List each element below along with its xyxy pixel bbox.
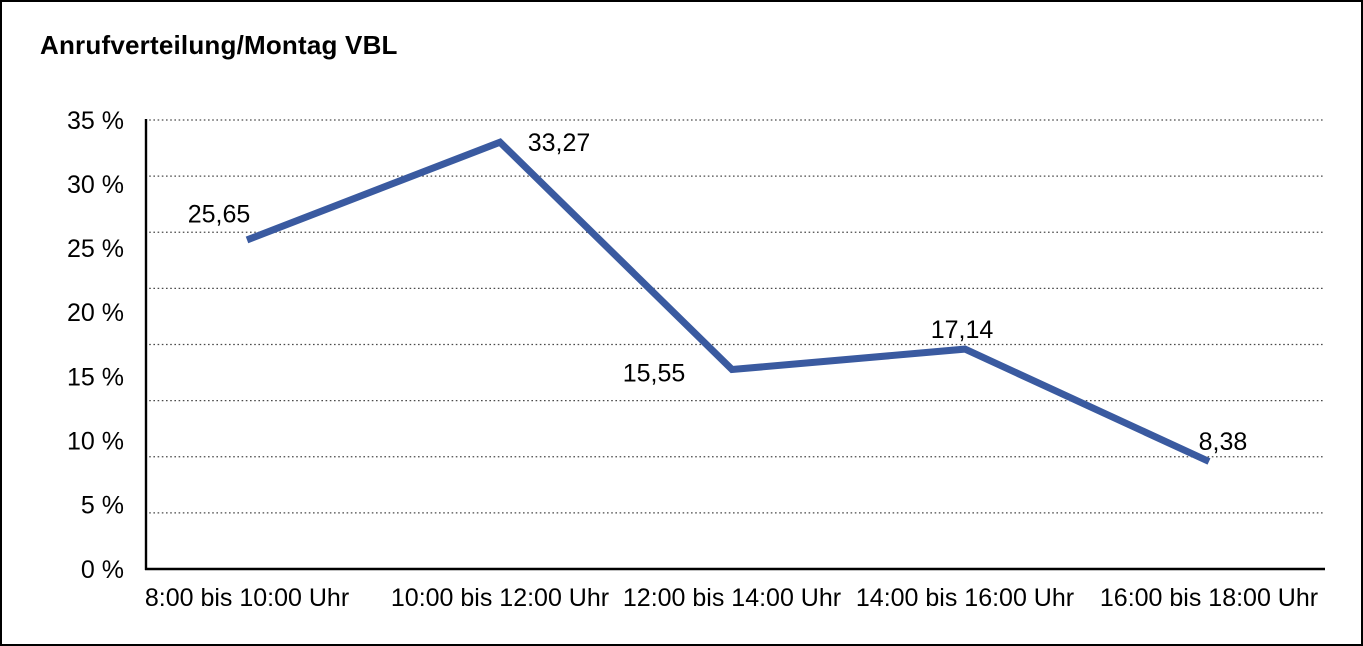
- y-tick-label: 20 %: [67, 299, 124, 327]
- y-tick-label: 30 %: [67, 171, 124, 199]
- y-tick-label: 10 %: [67, 427, 124, 455]
- y-tick-label: 5 %: [81, 492, 124, 520]
- data-point-label: 33,27: [528, 129, 591, 157]
- chart-title: Anrufverteilung/Montag VBL: [40, 30, 398, 60]
- data-line: [245, 138, 1211, 465]
- data-point-label: 8,38: [1199, 428, 1248, 456]
- y-tick-label: 15 %: [67, 363, 124, 391]
- x-category-label: 12:00 bis 14:00 Uhr: [623, 584, 841, 612]
- x-category-label: 16:00 bis 18:00 Uhr: [1100, 584, 1318, 612]
- y-tick-label: 35 %: [67, 107, 124, 135]
- y-tick-label: 25 %: [67, 235, 124, 263]
- y-tick-label: 0 %: [81, 556, 124, 584]
- x-category-label: 14:00 bis 16:00 Uhr: [856, 584, 1074, 612]
- data-point-label: 25,65: [188, 201, 251, 229]
- x-category-label: 10:00 bis 12:00 Uhr: [391, 584, 609, 612]
- data-point-label: 15,55: [623, 359, 686, 387]
- data-point-label: 17,14: [931, 316, 994, 344]
- x-category-label: 8:00 bis 10:00 Uhr: [145, 584, 349, 612]
